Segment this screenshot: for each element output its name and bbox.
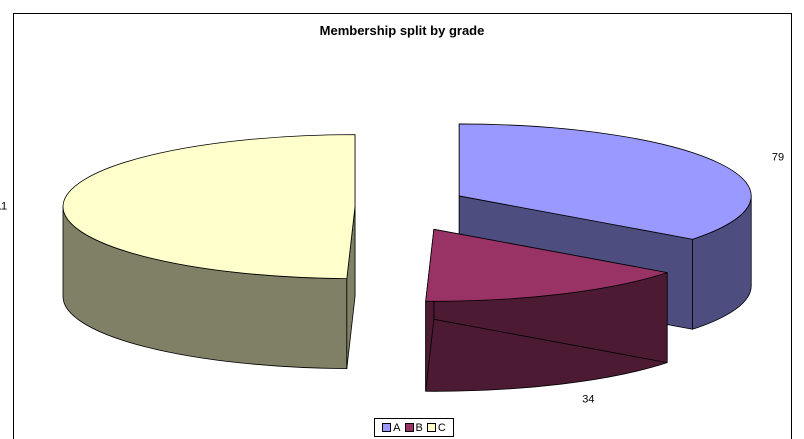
legend-swatch-c [426, 423, 436, 432]
legend-swatch-a [382, 423, 392, 432]
data-label-a: 79 [772, 152, 784, 164]
data-label-c: 111 [0, 200, 7, 212]
legend-swatch-b [404, 423, 414, 432]
legend: A B C [374, 418, 454, 437]
legend-label-c: C [437, 421, 446, 434]
pie-slice-b [425, 228, 668, 392]
legend-item-a: A [382, 421, 401, 434]
chart-title: Membership split by grade [319, 23, 485, 38]
legend-item-c: C [426, 421, 446, 434]
legend-label-b: B [415, 421, 423, 434]
data-label-b: 34 [582, 393, 594, 405]
legend-label-a: A [393, 421, 401, 434]
pie-slice-c [62, 134, 356, 370]
legend-item-b: B [404, 421, 423, 434]
